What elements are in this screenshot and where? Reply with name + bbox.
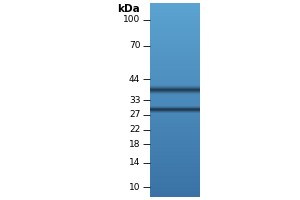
Text: 44: 44	[129, 75, 140, 84]
Text: 33: 33	[129, 96, 140, 105]
Text: 14: 14	[129, 158, 140, 167]
Text: kDa: kDa	[118, 4, 140, 14]
Text: 18: 18	[129, 140, 140, 149]
Text: 100: 100	[123, 15, 140, 24]
Text: 10: 10	[129, 183, 140, 192]
Text: 27: 27	[129, 110, 140, 119]
Text: 22: 22	[129, 125, 140, 134]
Text: 70: 70	[129, 41, 140, 50]
